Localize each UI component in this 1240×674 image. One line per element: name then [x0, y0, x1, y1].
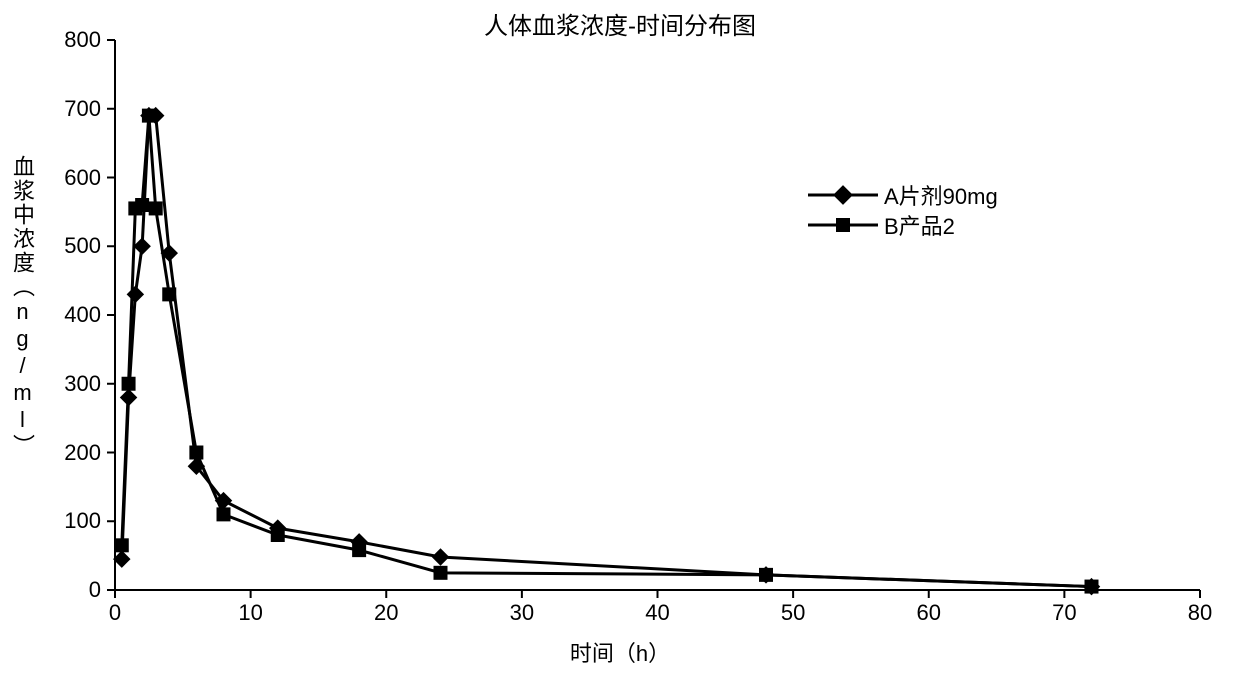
y-tick-label: 500: [64, 233, 101, 259]
y-tick-label: 0: [89, 577, 101, 603]
x-tick-label: 30: [510, 600, 534, 626]
x-tick-label: 20: [374, 600, 398, 626]
chart-title: 人体血浆浓度-时间分布图: [0, 6, 1240, 41]
y-tick-label: 700: [64, 96, 101, 122]
legend-sample: [808, 185, 878, 205]
x-axis-label: 时间（h）: [0, 636, 1240, 668]
x-tick-label: 10: [238, 600, 262, 626]
y-tick-label: 400: [64, 302, 101, 328]
x-tick-label: 50: [781, 600, 805, 626]
square-marker-icon: [836, 218, 850, 232]
legend: A片剂90mgB产品2: [808, 180, 998, 240]
y-tick-label: 600: [64, 165, 101, 191]
y-tick-label: 300: [64, 371, 101, 397]
legend-label: A片剂90mg: [884, 179, 998, 211]
y-axis-label: 血浆中浓度（ng/ml）: [6, 155, 38, 458]
x-tick-label: 80: [1188, 600, 1212, 626]
chart-svg: [0, 0, 1240, 674]
legend-item: A片剂90mg: [808, 180, 998, 210]
diamond-marker-icon: [833, 185, 853, 205]
y-tick-label: 200: [64, 440, 101, 466]
legend-sample: [808, 215, 878, 235]
x-tick-label: 60: [917, 600, 941, 626]
x-tick-label: 70: [1052, 600, 1076, 626]
plasma-concentration-chart: 人体血浆浓度-时间分布图 血浆中浓度（ng/ml） 时间（h） A片剂90mgB…: [0, 0, 1240, 674]
y-tick-label: 100: [64, 508, 101, 534]
x-tick-label: 0: [109, 600, 121, 626]
x-tick-label: 40: [645, 600, 669, 626]
legend-label: B产品2: [884, 209, 955, 241]
legend-item: B产品2: [808, 210, 998, 240]
y-tick-label: 800: [64, 27, 101, 53]
